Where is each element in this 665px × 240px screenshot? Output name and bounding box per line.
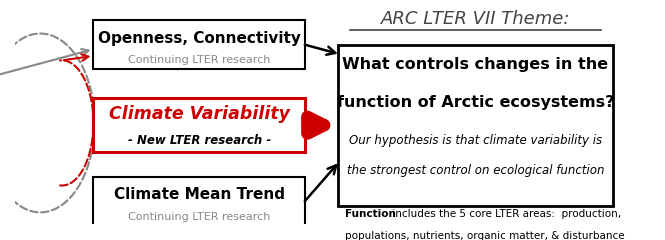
Text: Climate Variability: Climate Variability [108,105,290,123]
Text: Continuing LTER research: Continuing LTER research [128,212,270,222]
Text: Climate Mean Trend: Climate Mean Trend [114,187,285,202]
Text: Our hypothesis is that climate variability is: Our hypothesis is that climate variabili… [349,134,602,147]
Text: function of Arctic ecosystems?: function of Arctic ecosystems? [336,95,614,110]
Text: Openness, Connectivity: Openness, Connectivity [98,30,301,46]
Text: What controls changes in the: What controls changes in the [342,57,608,72]
FancyBboxPatch shape [94,98,305,152]
Text: the strongest control on ecological function: the strongest control on ecological func… [346,164,604,177]
Text: Continuing LTER research: Continuing LTER research [128,55,270,65]
FancyBboxPatch shape [338,45,613,206]
Text: Function: Function [345,209,396,219]
Text: populations, nutrients, organic matter, & disturbance: populations, nutrients, organic matter, … [345,231,625,240]
FancyBboxPatch shape [94,177,305,226]
Text: - New LTER research -: - New LTER research - [128,134,271,147]
Text: ARC LTER VII Theme:: ARC LTER VII Theme: [380,10,570,28]
Text: includes the 5 core LTER areas:  production,: includes the 5 core LTER areas: producti… [389,209,621,219]
FancyBboxPatch shape [94,20,305,69]
